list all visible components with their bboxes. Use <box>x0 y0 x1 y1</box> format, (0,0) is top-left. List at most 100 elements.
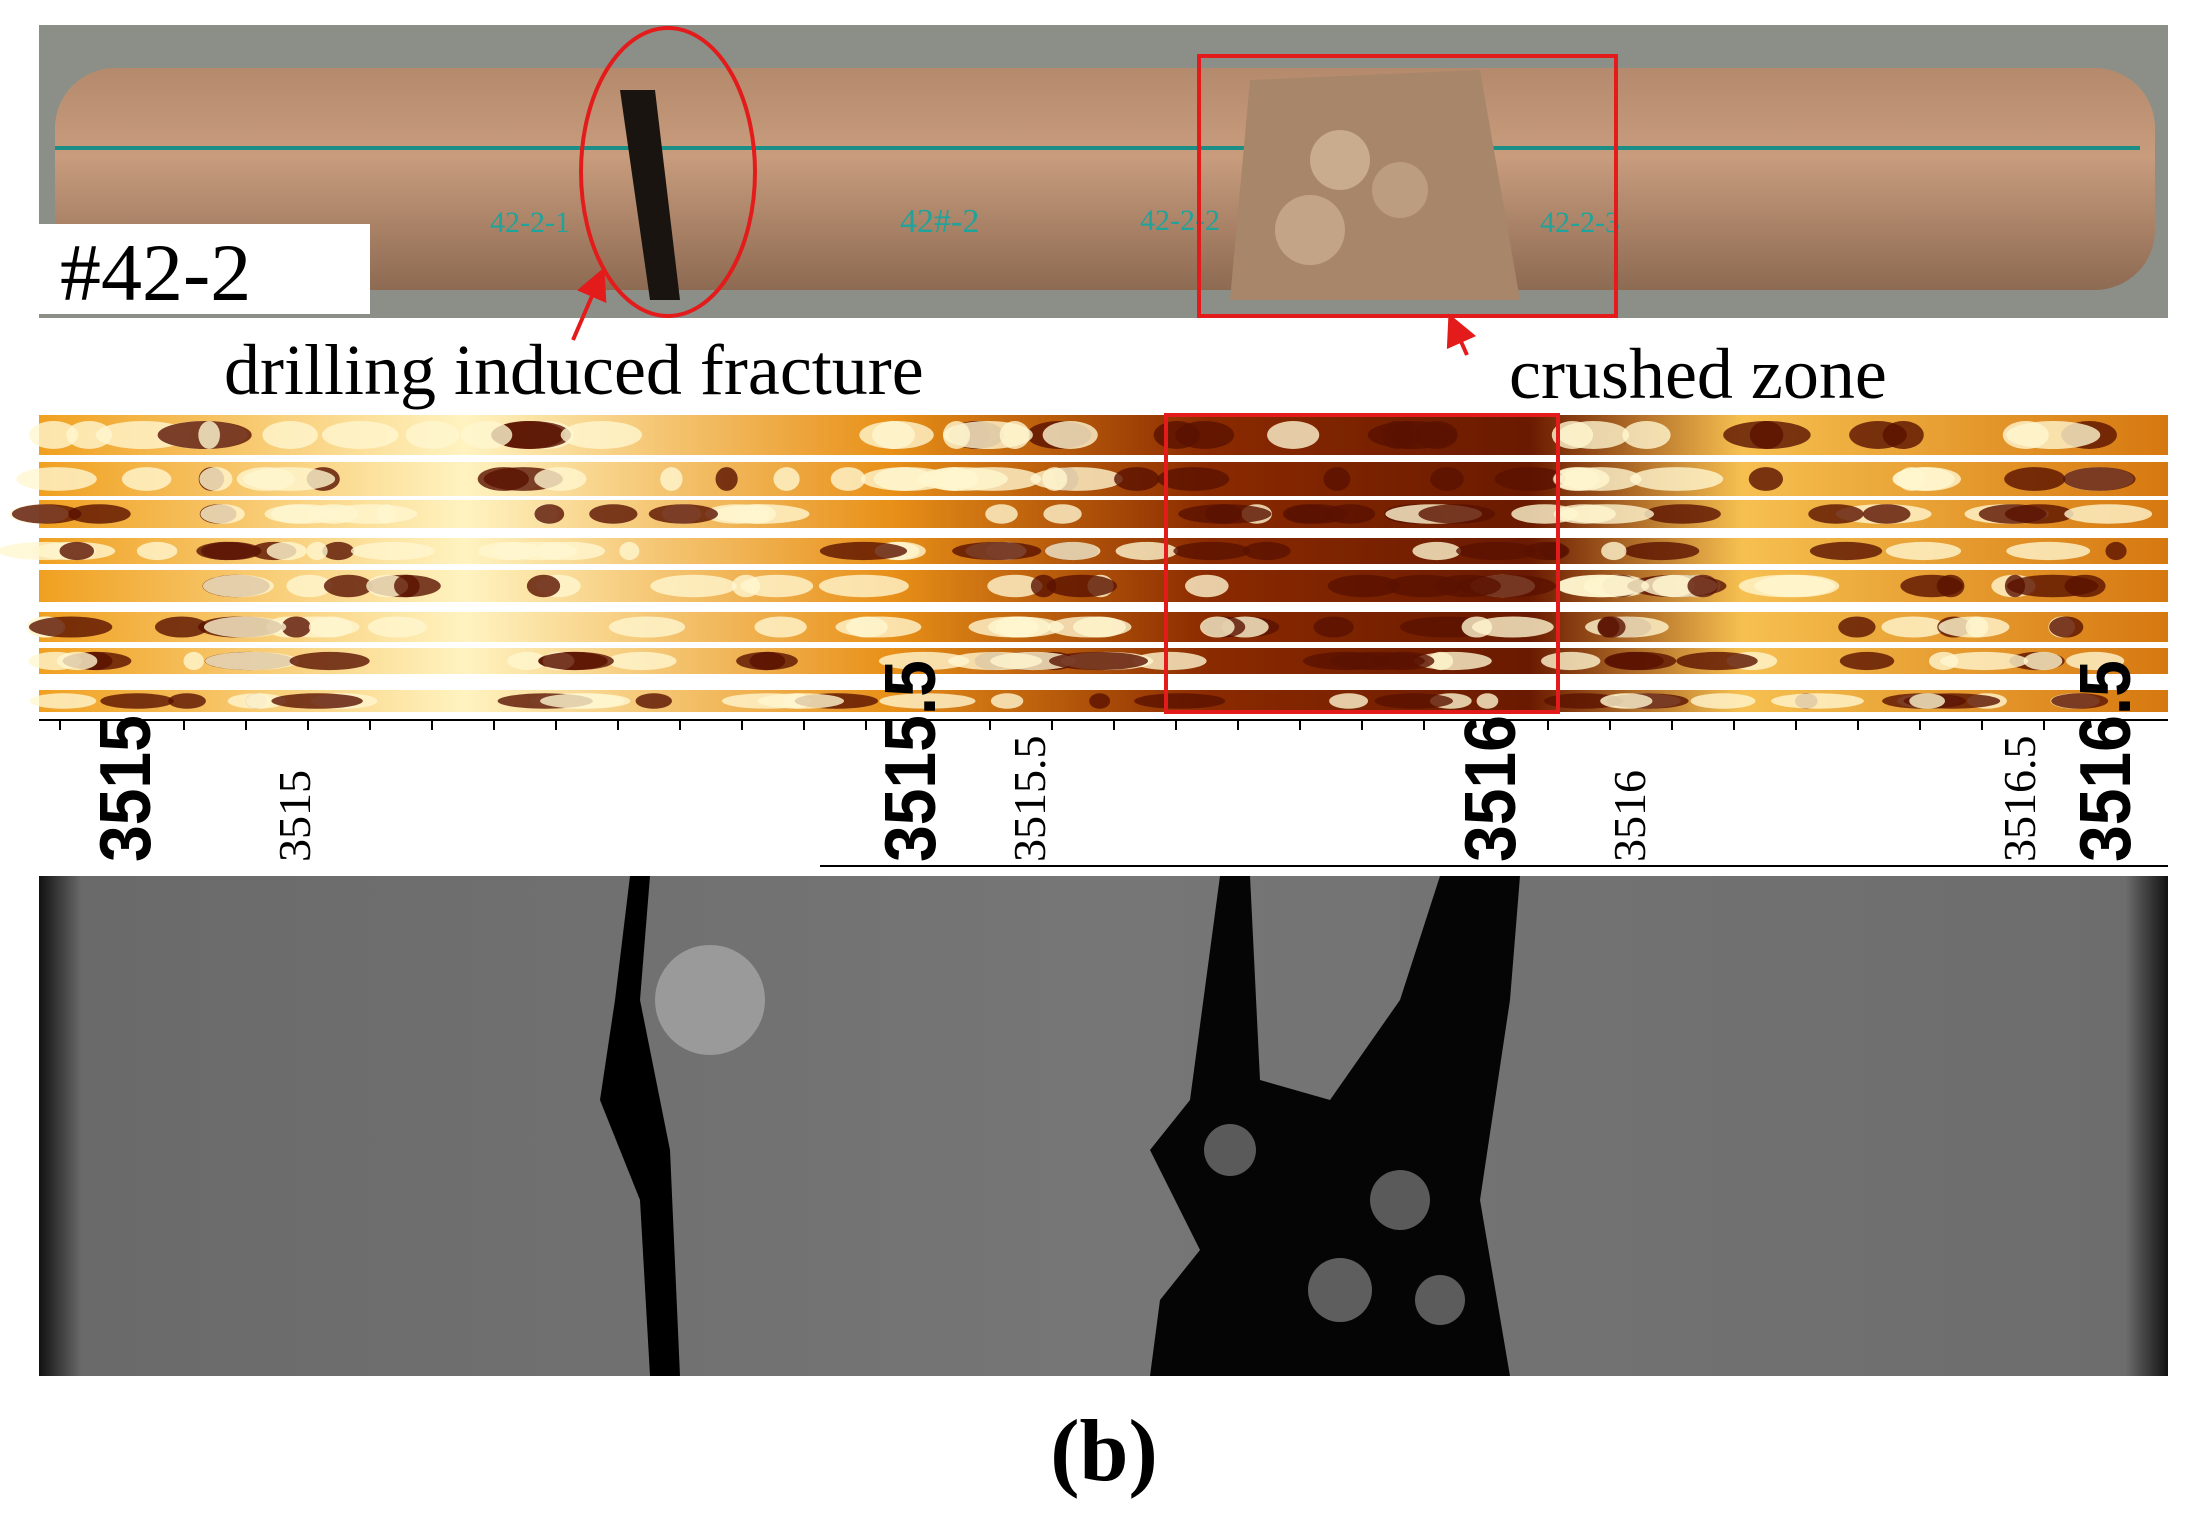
log-spot <box>308 616 353 638</box>
log-spot <box>948 651 1043 671</box>
log-spot <box>619 541 640 561</box>
ct-image <box>39 876 2168 1376</box>
log-spot <box>1560 504 1655 524</box>
log-spot <box>1418 504 1496 524</box>
log-spot <box>1412 541 1462 561</box>
log-spot <box>507 651 547 671</box>
log-spot <box>859 421 934 449</box>
log-spot <box>306 541 328 561</box>
depth-label-bold: 3516 <box>1449 715 1531 862</box>
log-spot <box>648 504 718 524</box>
log-spot <box>59 541 95 561</box>
log-spot <box>2023 651 2063 671</box>
log-spot <box>1885 541 1962 561</box>
log-spot <box>1476 693 1499 709</box>
log-spot <box>29 693 97 709</box>
log-spot <box>491 421 572 449</box>
log-spot <box>286 574 333 598</box>
log-spot <box>1605 651 1677 671</box>
log-spot <box>1940 651 2029 671</box>
core-photo <box>39 25 2168 318</box>
log-spot <box>860 467 953 491</box>
log-spot <box>819 541 908 561</box>
log-spot <box>1043 504 1082 524</box>
log-spot <box>1115 541 1178 561</box>
log-spot <box>987 574 1043 598</box>
crushed-box <box>1197 54 1618 318</box>
log-spot <box>308 504 359 524</box>
log-spot <box>740 574 814 598</box>
log-spot <box>271 693 363 709</box>
log-spot <box>1600 693 1653 709</box>
log-spot <box>990 693 1024 709</box>
log-spot <box>1553 467 1610 491</box>
log-spot <box>1303 651 1390 671</box>
log-spot <box>281 616 311 638</box>
log-spot <box>202 574 274 598</box>
log-spot <box>995 616 1039 638</box>
log-spot <box>879 693 976 709</box>
log-spot <box>203 616 287 638</box>
log-spot <box>660 467 683 491</box>
log-spot <box>1414 651 1492 671</box>
sample-label-box <box>39 224 370 314</box>
log-spot <box>56 651 98 671</box>
log-spot <box>2066 651 2125 671</box>
log-spot <box>121 467 172 491</box>
depth-label-bold: 3515 <box>84 715 166 862</box>
log-spot <box>1457 574 1557 598</box>
log-spot <box>2049 616 2084 638</box>
log-spot <box>154 616 209 638</box>
log-spot <box>830 467 866 491</box>
log-spot <box>608 616 686 638</box>
log-spot <box>350 541 435 561</box>
log-spot <box>1754 574 1840 598</box>
log-spot <box>773 467 800 491</box>
log-spot <box>1687 574 1719 598</box>
log-spot <box>1882 421 1924 449</box>
log-spot <box>1042 421 1098 449</box>
log-spot <box>1047 616 1132 638</box>
log-spot <box>2051 693 2109 709</box>
log-spot <box>227 693 287 709</box>
log-spot <box>1173 541 1250 561</box>
core-mark: 42#-2 <box>900 203 979 240</box>
log-spot <box>534 504 565 524</box>
log-spot <box>2004 574 2026 598</box>
log-spot <box>1644 504 1721 524</box>
log-spot <box>2004 467 2066 491</box>
depth-label: 3516 <box>1604 770 1655 862</box>
log-spot <box>1456 541 1538 561</box>
depth-label: 3516.5 <box>1994 736 2045 863</box>
log-spot <box>1323 467 1351 491</box>
log-spot <box>1601 541 1627 561</box>
log-spot <box>1199 616 1235 638</box>
log-spot <box>1978 504 2047 524</box>
log-spot <box>985 504 1018 524</box>
log-spot <box>1089 693 1111 709</box>
core-mark: 42-2-1 <box>490 206 570 239</box>
log-spot <box>322 541 355 561</box>
depth-label: 3515 <box>269 770 320 862</box>
log-spot <box>376 504 397 524</box>
log-spot <box>1030 574 1057 598</box>
log-spot <box>1178 504 1272 524</box>
log-spot <box>1652 574 1695 598</box>
log-spot <box>266 541 307 561</box>
log-spot <box>1629 467 1724 491</box>
log-spot <box>67 504 131 524</box>
log-spot <box>1690 693 1756 709</box>
log-spot <box>560 421 643 449</box>
log-spot <box>878 651 970 671</box>
arrow <box>571 267 607 341</box>
log-spot <box>1623 541 1700 561</box>
log-spot <box>2062 467 2136 491</box>
log-spot <box>1556 574 1650 598</box>
log-spot <box>183 651 204 671</box>
log-spot <box>405 421 460 449</box>
log-spot <box>289 651 370 671</box>
log-spot <box>2064 504 2153 524</box>
log-spot <box>1367 421 1458 449</box>
log-spot <box>136 541 178 561</box>
log-spot <box>243 467 336 491</box>
